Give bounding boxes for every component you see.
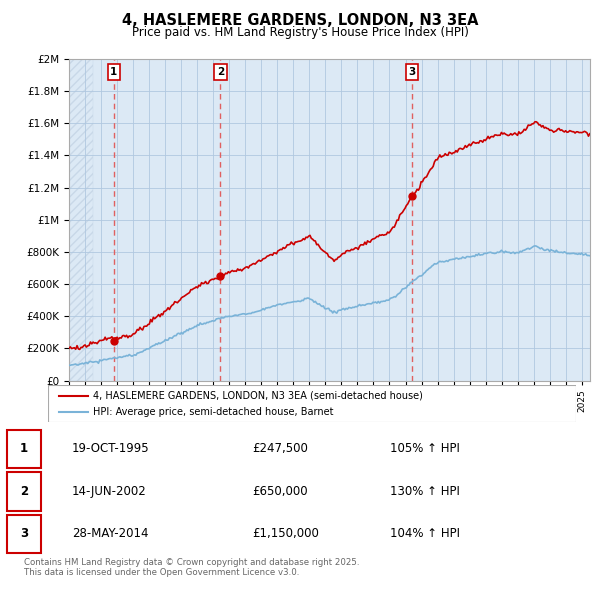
Text: 3: 3 (409, 67, 416, 77)
Text: 2: 2 (217, 67, 224, 77)
Text: 1: 1 (20, 442, 28, 455)
FancyBboxPatch shape (48, 385, 576, 422)
Text: 104% ↑ HPI: 104% ↑ HPI (390, 527, 460, 540)
Text: £247,500: £247,500 (252, 442, 308, 455)
Text: £1,150,000: £1,150,000 (252, 527, 319, 540)
Text: 19-OCT-1995: 19-OCT-1995 (72, 442, 149, 455)
Text: 14-JUN-2002: 14-JUN-2002 (72, 485, 147, 498)
Text: 2: 2 (20, 485, 28, 498)
Text: Price paid vs. HM Land Registry's House Price Index (HPI): Price paid vs. HM Land Registry's House … (131, 26, 469, 39)
Text: 28-MAY-2014: 28-MAY-2014 (72, 527, 149, 540)
Text: 4, HASLEMERE GARDENS, LONDON, N3 3EA: 4, HASLEMERE GARDENS, LONDON, N3 3EA (122, 13, 478, 28)
Text: £650,000: £650,000 (252, 485, 308, 498)
Text: Contains HM Land Registry data © Crown copyright and database right 2025.
This d: Contains HM Land Registry data © Crown c… (24, 558, 359, 577)
Text: HPI: Average price, semi-detached house, Barnet: HPI: Average price, semi-detached house,… (93, 407, 334, 417)
Text: 1: 1 (110, 67, 118, 77)
Text: 3: 3 (20, 527, 28, 540)
Text: 130% ↑ HPI: 130% ↑ HPI (390, 485, 460, 498)
Text: 4, HASLEMERE GARDENS, LONDON, N3 3EA (semi-detached house): 4, HASLEMERE GARDENS, LONDON, N3 3EA (se… (93, 391, 423, 401)
Text: 105% ↑ HPI: 105% ↑ HPI (390, 442, 460, 455)
